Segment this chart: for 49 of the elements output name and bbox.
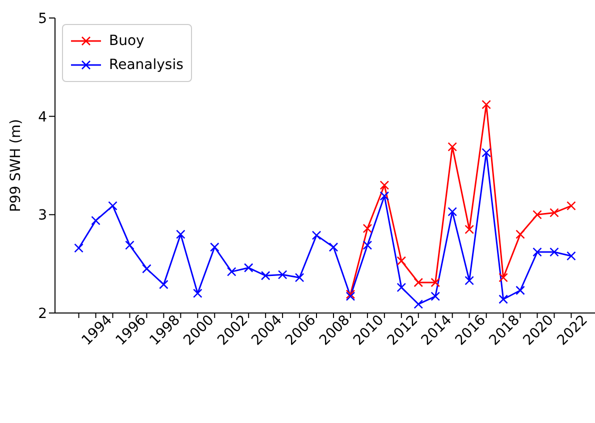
y-tick-label: 4	[38, 109, 48, 126]
point	[414, 300, 424, 309]
point	[448, 207, 458, 216]
y-axis-title: P99 SWH (m)	[8, 119, 24, 212]
point	[362, 240, 372, 250]
point	[414, 278, 424, 288]
point	[328, 242, 338, 252]
point	[482, 148, 491, 158]
point	[448, 142, 458, 152]
point	[380, 180, 390, 190]
point	[396, 256, 406, 266]
point	[464, 224, 474, 234]
point	[244, 263, 254, 272]
point	[278, 270, 288, 280]
point	[482, 100, 491, 110]
legend-label: Buoy	[109, 32, 144, 51]
point	[74, 243, 84, 253]
point	[226, 267, 236, 276]
point	[498, 272, 508, 282]
point	[192, 288, 202, 298]
point	[380, 191, 390, 201]
point	[532, 210, 542, 220]
point	[260, 270, 270, 280]
point	[550, 247, 559, 257]
point	[362, 224, 372, 234]
point	[108, 201, 118, 210]
point	[294, 272, 304, 282]
point	[210, 242, 220, 252]
legend-label: Reanalysis	[109, 56, 184, 75]
point	[566, 201, 576, 210]
point	[125, 240, 134, 250]
point	[430, 278, 440, 288]
point	[532, 247, 542, 257]
point	[566, 251, 576, 261]
point	[430, 292, 440, 301]
point	[91, 216, 100, 226]
y-tick-label: 2	[38, 306, 47, 322]
point	[142, 264, 152, 274]
point	[176, 230, 186, 239]
y-tick-label: 5	[38, 10, 47, 27]
point	[498, 294, 508, 304]
point	[159, 280, 168, 290]
point	[312, 230, 322, 240]
point	[464, 276, 474, 286]
point	[550, 208, 559, 218]
y-tick-label: 3	[38, 208, 47, 224]
point	[396, 282, 406, 292]
point	[516, 286, 525, 296]
point	[516, 230, 525, 239]
